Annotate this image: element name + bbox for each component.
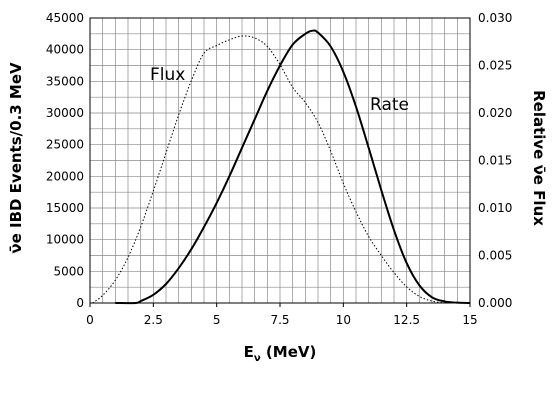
y-left-tick-labels: 0 5000 10000 15000 20000 25000 30000 35000 40000… bbox=[46, 11, 84, 310]
y-left-tick-label: 30000 bbox=[46, 106, 84, 120]
y-left-tick-label: 45000 bbox=[46, 11, 84, 25]
curves bbox=[92, 29, 471, 305]
y-right-tick-label: 0.025 bbox=[478, 59, 512, 73]
x-axis-title-main: E bbox=[244, 343, 254, 361]
y-left-tick-label: 40000 bbox=[46, 43, 84, 57]
x-axis-title-sub: ν bbox=[254, 353, 261, 364]
y-right-tick-labels: 0.000 0.005 0.010 0.015 0.020 0.025 0.030 bbox=[478, 11, 512, 310]
x-tick-label: 5 bbox=[213, 313, 221, 327]
series-labels: Flux Rate bbox=[150, 65, 409, 115]
x-tick-label: 15 bbox=[462, 313, 477, 327]
y-left-tick-label: 20000 bbox=[46, 169, 84, 183]
grid bbox=[90, 18, 470, 303]
y-right-tick-label: 0.010 bbox=[478, 201, 512, 215]
y-left-tick-label: 10000 bbox=[46, 233, 84, 247]
series-line-flux bbox=[92, 35, 445, 304]
y-right-tick-label: 0.000 bbox=[478, 296, 512, 310]
x-axis-title-unit: (MeV) bbox=[261, 343, 317, 361]
y-left-tick-label: 15000 bbox=[46, 201, 84, 215]
series-line-rate bbox=[115, 29, 471, 305]
x-axis-title: Eν (MeV) bbox=[244, 343, 317, 364]
x-tick-label: 2.5 bbox=[144, 313, 163, 327]
series-label-rate: Rate bbox=[370, 95, 409, 115]
y-right-tick-label: 0.030 bbox=[478, 11, 512, 25]
y-right-tick-label: 0.015 bbox=[478, 154, 512, 168]
x-tick-label: 12.5 bbox=[393, 313, 420, 327]
series-label-flux: Flux bbox=[150, 65, 185, 85]
y-right-tick-label: 0.005 bbox=[478, 249, 512, 263]
x-tick-label: 10 bbox=[336, 313, 351, 327]
y-right-axis-title: Relative ν̄e Flux bbox=[530, 90, 548, 226]
y-left-tick-label: 35000 bbox=[46, 74, 84, 88]
x-tick-label: 7.5 bbox=[270, 313, 289, 327]
x-tick-labels: 0 2.5 5 7.5 10 12.5 15 bbox=[86, 303, 478, 327]
y-left-tick-label: 5000 bbox=[53, 264, 84, 278]
y-left-tick-label: 0 bbox=[76, 296, 84, 310]
x-tick-label: 0 bbox=[86, 313, 94, 327]
y-left-tick-label: 25000 bbox=[46, 138, 84, 152]
y-right-tick-label: 0.020 bbox=[478, 106, 512, 120]
y-left-axis-title: ν̄e IBD Events/0.3 MeV bbox=[7, 62, 25, 254]
